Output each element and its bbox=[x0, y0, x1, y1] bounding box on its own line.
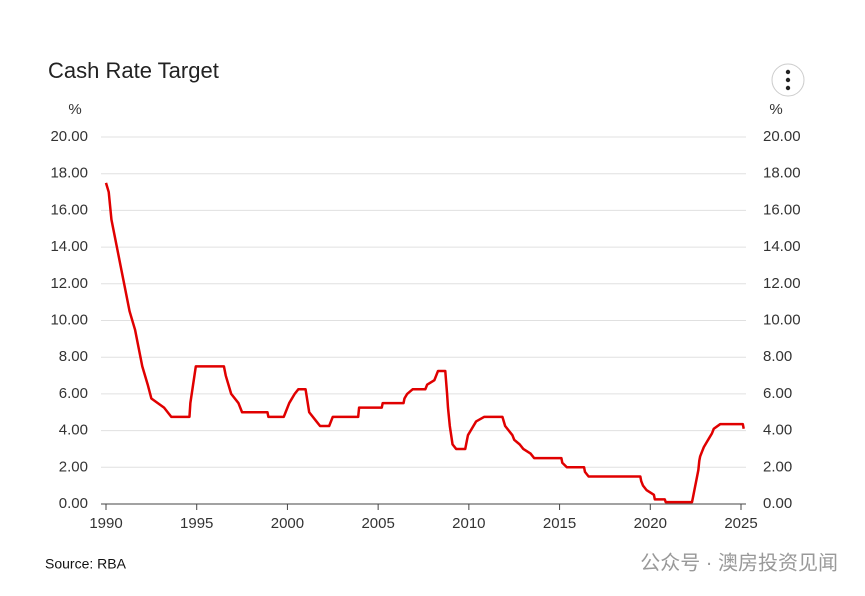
source: Source: RBA bbox=[45, 556, 127, 572]
y2-tick-label: 12.00 bbox=[763, 275, 801, 292]
menu-button[interactable] bbox=[771, 63, 805, 97]
x-tick-label: 2000 bbox=[271, 515, 304, 532]
y-tick-label: 2.00 bbox=[59, 458, 88, 475]
y-tick-label: 10.00 bbox=[50, 311, 88, 328]
y-tick-label: 16.00 bbox=[50, 201, 88, 218]
y-tick-label: 18.00 bbox=[50, 165, 88, 182]
x-tick-label: 2015 bbox=[543, 515, 576, 532]
y-tick-label: 0.00 bbox=[59, 495, 88, 512]
x-tick-label: 1990 bbox=[89, 515, 122, 532]
y2-tick-label: 18.00 bbox=[763, 165, 801, 182]
y2-tick-label: 14.00 bbox=[763, 238, 801, 255]
y-tick-label: 8.00 bbox=[59, 348, 88, 365]
data-line bbox=[104, 182, 745, 504]
x-tick-label: 2025 bbox=[724, 515, 757, 532]
y2-unit: % bbox=[769, 101, 782, 118]
y2-tick-label: 2.00 bbox=[763, 458, 792, 475]
y2-tick-label: 16.00 bbox=[763, 201, 801, 218]
x-tick-label: 2020 bbox=[634, 515, 667, 532]
y-unit: % bbox=[68, 101, 81, 118]
y2-tick-label: 6.00 bbox=[763, 385, 792, 402]
chart-title: Cash Rate Target bbox=[48, 58, 219, 83]
watermark: 公众号 · 澳房投资见闻 bbox=[640, 551, 838, 574]
y2-tick-label: 8.00 bbox=[763, 348, 792, 365]
y2-tick-label: 4.00 bbox=[763, 422, 792, 439]
y-tick-label: 20.00 bbox=[50, 128, 88, 145]
y2-tick-label: 20.00 bbox=[763, 128, 801, 145]
x-tick-label: 1995 bbox=[180, 515, 213, 532]
y-tick-label: 14.00 bbox=[50, 238, 88, 255]
y2-tick-label: 10.00 bbox=[763, 311, 801, 328]
y-tick-label: 4.00 bbox=[59, 422, 88, 439]
y2-tick-label: 0.00 bbox=[763, 495, 792, 512]
y-tick-label: 12.00 bbox=[50, 275, 88, 292]
y-tick-label: 6.00 bbox=[59, 385, 88, 402]
x-tick-label: 2005 bbox=[361, 515, 394, 532]
x-tick-label: 2010 bbox=[452, 515, 485, 532]
